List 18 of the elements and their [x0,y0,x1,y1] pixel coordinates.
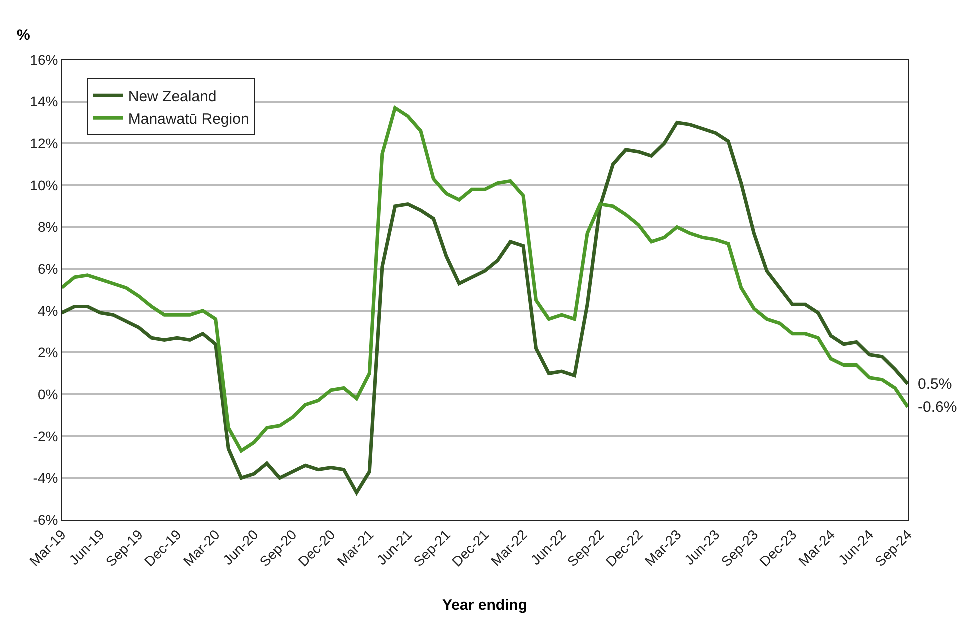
y-tick-label: 6% [38,260,58,277]
y-tick-label: 0% [38,386,58,402]
y-tick-label: 14% [30,94,58,110]
legend-label: Manawatū Region [128,111,250,128]
y-tick-label: -2% [33,428,58,444]
y-tick-label: 16% [30,52,58,68]
y-tick-label: 4% [38,302,58,319]
y-tick-label: 10% [30,177,58,194]
annotation: 0.5% [918,376,952,393]
annotation: -0.6% [918,399,958,416]
y-tick-label: 12% [30,136,58,152]
y-tick-label: 8% [38,219,58,236]
y-tick-label: -4% [33,470,58,486]
legend-label: New Zealand [128,88,217,106]
y-tick-label: 2% [38,344,58,361]
x-axis-title: Year ending [442,596,528,614]
y-tick-label: -6% [33,512,58,528]
y-axis-title: % [17,27,30,44]
